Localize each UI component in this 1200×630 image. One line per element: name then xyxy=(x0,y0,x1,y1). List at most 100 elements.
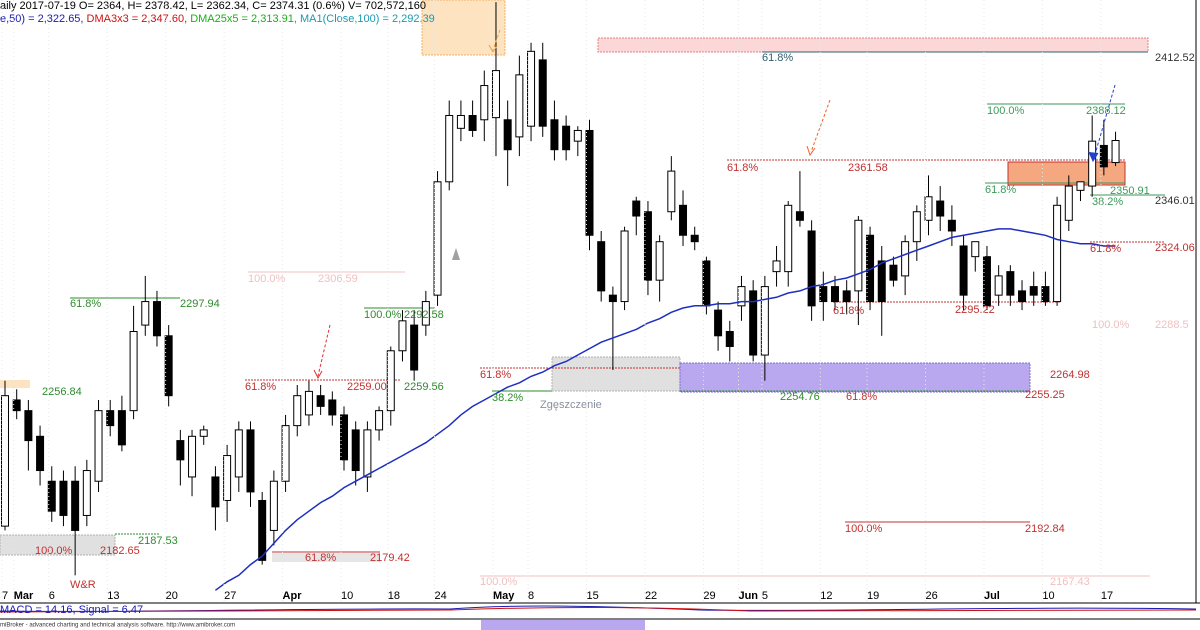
annotation: 61.8% xyxy=(245,381,276,393)
candle-body xyxy=(480,85,489,121)
candle-body xyxy=(141,301,150,326)
x-tick-label: 29 xyxy=(703,590,715,602)
candle-body xyxy=(795,211,804,221)
candle-body xyxy=(1111,139,1120,164)
candle-body xyxy=(421,301,430,326)
annotation: 61.8% xyxy=(846,391,877,403)
annotation: 2259.00 xyxy=(347,381,387,393)
annotation: 2306.59 xyxy=(318,273,358,285)
candle-body xyxy=(679,204,688,236)
annotation: 100.0% xyxy=(248,273,286,285)
annotation: 2259.56 xyxy=(404,381,444,393)
candle-body xyxy=(340,414,349,461)
candle-body xyxy=(585,129,594,236)
x-tick-label: 20 xyxy=(166,590,178,602)
candle-body xyxy=(1,395,9,527)
candle-body xyxy=(643,211,652,281)
candle-body xyxy=(924,196,933,221)
candle-body xyxy=(515,74,524,138)
candles xyxy=(1,2,1120,591)
annotation: 100.0% xyxy=(364,309,402,321)
zones xyxy=(0,0,1149,630)
candle-body xyxy=(1006,271,1015,296)
candle-body xyxy=(1041,286,1050,303)
candle-body xyxy=(246,429,255,493)
annotation: 2264.98 xyxy=(1050,369,1090,381)
header-segment: aily 2017-07-19 O= 2364, H= 2378.42, L= … xyxy=(0,0,426,12)
annotation: 100.0% xyxy=(845,523,883,535)
candle-body xyxy=(1053,204,1062,303)
x-tick-label: Mar xyxy=(14,590,34,602)
candle-body xyxy=(269,480,278,531)
candle-body xyxy=(71,480,80,531)
candle-body xyxy=(749,290,758,356)
header-segment: DMA3x3 = 2,347.60, xyxy=(87,13,191,25)
candle-body xyxy=(994,275,1003,296)
candle-body xyxy=(655,241,664,281)
annotation: 100.0% xyxy=(987,105,1025,117)
candle-body xyxy=(527,50,536,127)
zone xyxy=(0,380,30,388)
annotation: 2182.65 xyxy=(100,545,140,557)
candle-body xyxy=(573,129,582,142)
annotation: 100.0% xyxy=(35,545,73,557)
candle-body xyxy=(912,211,921,243)
x-axis: 7 Mar 6 13 20 27 Apr 10 18 24 May 8 15 22 29 Jun 5 12 19 26… xyxy=(1,0,1113,602)
annotation: 61.8% xyxy=(305,552,336,564)
candle-body xyxy=(550,119,559,151)
x-tick-label: 6 xyxy=(49,590,55,602)
candle-body xyxy=(468,114,477,131)
candle-body xyxy=(632,200,641,217)
candle-body xyxy=(854,219,863,292)
x-tick-label: May xyxy=(493,590,515,602)
annotation: W&R xyxy=(70,579,96,591)
x-tick-label: 13 xyxy=(107,590,119,602)
annotation: 2324.06 xyxy=(1155,242,1195,254)
annotation: 61.8% xyxy=(70,298,101,310)
arrow-head xyxy=(1088,151,1099,163)
candle-body xyxy=(608,294,617,303)
x-tick-label: 7 xyxy=(2,590,8,602)
x-tick-label: 19 xyxy=(867,590,879,602)
annotation: 61.8% xyxy=(985,184,1016,196)
zone xyxy=(679,362,1031,393)
candle-body xyxy=(1018,290,1027,303)
candle-body xyxy=(503,119,512,151)
x-tick-label: Jun xyxy=(738,590,758,602)
candle-body xyxy=(936,200,945,217)
arrow-head xyxy=(313,369,323,380)
candle-body xyxy=(36,435,45,472)
annotation: 61.8% xyxy=(762,52,793,64)
candle-body xyxy=(199,429,208,437)
candle-body xyxy=(737,286,746,307)
candle-body xyxy=(164,335,173,397)
candle-body xyxy=(947,219,956,232)
header-line: aily 2017-07-19 O= 2364, H= 2378.42, L= … xyxy=(0,0,426,12)
candle-body xyxy=(211,476,220,508)
candle-body xyxy=(363,429,372,478)
annotation: 2297.94 xyxy=(180,298,220,310)
annotation: 2361.58 xyxy=(848,162,888,174)
annotation: 61.8% xyxy=(727,162,758,174)
annotations: 61.8% 2412.52 100.0% 2388.12 61.8% 2361.58 61.… xyxy=(35,52,1195,591)
candle-body xyxy=(1088,140,1097,187)
arrow xyxy=(1093,84,1116,159)
annotation: 2179.42 xyxy=(370,552,410,564)
zone xyxy=(0,534,116,556)
annotation: 2288.5 xyxy=(1155,319,1189,331)
candle-body xyxy=(12,399,21,412)
macd-line xyxy=(0,605,1197,612)
header-line: e,50) = 2,322.65, DMA3x3 = 2,347.60, DMA… xyxy=(0,13,435,25)
candle-body xyxy=(889,264,898,281)
x-tick-label: 24 xyxy=(435,590,447,602)
candle-body xyxy=(188,435,197,478)
candle-body xyxy=(82,470,91,516)
candle-body xyxy=(234,429,243,478)
annotation: 100.0% xyxy=(1092,319,1130,331)
candle-body xyxy=(819,286,828,303)
annotation: Zgęszczenie xyxy=(540,399,602,411)
x-tick-label: 27 xyxy=(224,590,236,602)
annotation: 38.2% xyxy=(1092,196,1123,208)
candle-body xyxy=(1076,181,1085,191)
